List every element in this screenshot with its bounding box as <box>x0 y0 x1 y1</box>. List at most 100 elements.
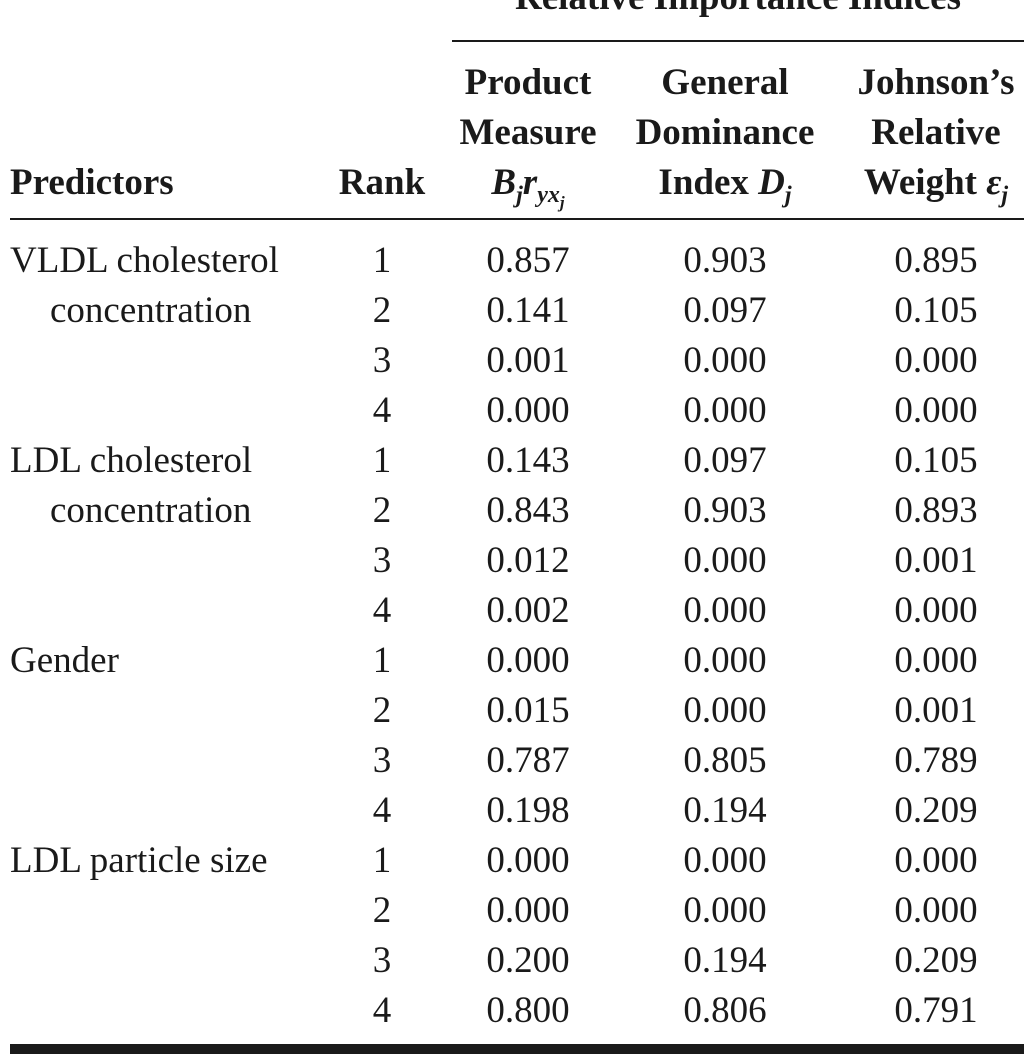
dominance-index-cell: 0.000 <box>683 690 767 731</box>
symbol-b: B <box>491 162 517 203</box>
product-measure-cell: 0.843 <box>486 490 570 531</box>
table-row: 2 0.015 0.000 0.001 <box>0 686 1034 736</box>
relative-weight-cell: 0.789 <box>894 740 978 781</box>
rank-cell: 4 <box>372 390 392 431</box>
relative-weight-cell: 0.000 <box>894 340 978 381</box>
rank-cell: 4 <box>372 790 392 831</box>
rank-cell: 3 <box>372 540 392 581</box>
header-johnson-relative-weight: Johnson’s Relative Weight εj <box>838 58 1034 220</box>
group-header-rule <box>452 40 1024 42</box>
header-product-measure: Product Measure Bjryxj <box>448 58 608 228</box>
dominance-index-cell: 0.000 <box>683 840 767 881</box>
relative-weight-cell: 0.791 <box>894 990 978 1031</box>
dominance-index-cell: 0.000 <box>683 340 767 381</box>
table-row: 4 0.000 0.000 0.000 <box>0 386 1034 436</box>
header-rank: Rank <box>338 162 426 203</box>
rank-cell: 3 <box>372 940 392 981</box>
predictor-cell: LDL particle size <box>10 840 268 881</box>
predictor-cell: concentration <box>50 290 252 331</box>
symbol-r-subscript-yx: yx <box>537 182 560 209</box>
product-measure-cell: 0.198 <box>486 790 570 831</box>
symbol-b-subscript: j <box>516 182 523 209</box>
rank-cell: 1 <box>372 640 392 681</box>
product-measure-cell: 0.000 <box>486 890 570 931</box>
header-johnson-line2: Relative <box>871 112 1001 153</box>
rank-cell: 4 <box>372 990 392 1031</box>
table-row: 4 0.800 0.806 0.791 <box>0 986 1034 1036</box>
rank-cell: 4 <box>372 590 392 631</box>
header-product-symbol: Bjryxj <box>448 158 608 228</box>
header-general-dominance: General Dominance Index Dj <box>622 58 828 220</box>
dominance-index-cell: 0.000 <box>683 890 767 931</box>
product-measure-cell: 0.015 <box>486 690 570 731</box>
table-row: 2 0.000 0.000 0.000 <box>0 886 1034 936</box>
rank-cell: 3 <box>372 340 392 381</box>
dominance-index-cell: 0.194 <box>683 790 767 831</box>
header-product-line2: Measure <box>459 112 597 153</box>
dominance-index-cell: 0.000 <box>683 640 767 681</box>
relative-weight-cell: 0.001 <box>894 540 978 581</box>
table-row: 3 0.787 0.805 0.789 <box>0 736 1034 786</box>
bottom-rule <box>10 1044 1024 1054</box>
relative-weight-cell: 0.000 <box>894 640 978 681</box>
symbol-r-subscript-j: j <box>559 193 565 213</box>
relative-weight-cell: 0.105 <box>894 440 978 481</box>
product-measure-cell: 0.787 <box>486 740 570 781</box>
relative-weight-cell: 0.209 <box>894 940 978 981</box>
predictor-cell: VLDL cholesterol <box>10 240 279 281</box>
product-measure-cell: 0.001 <box>486 340 570 381</box>
symbol-epsilon: ε <box>986 162 1002 203</box>
dominance-index-cell: 0.000 <box>683 590 767 631</box>
dominance-index-cell: 0.097 <box>683 290 767 331</box>
header-johnson-weight-label: Weight <box>863 162 987 203</box>
dominance-index-cell: 0.000 <box>683 390 767 431</box>
relative-weight-cell: 0.000 <box>894 390 978 431</box>
relative-weight-cell: 0.209 <box>894 790 978 831</box>
table-body: VLDL cholesterol 1 0.857 0.903 0.895 concentr… <box>0 236 1034 1036</box>
table-row: concentration 2 0.141 0.097 0.105 <box>0 286 1034 336</box>
table-row: LDL particle size 1 0.000 0.000 0.000 <box>0 836 1034 886</box>
rank-cell: 1 <box>372 240 392 281</box>
header-product-line1: Product <box>464 62 592 103</box>
product-measure-cell: 0.200 <box>486 940 570 981</box>
rank-cell: 1 <box>372 440 392 481</box>
table-row: concentration 2 0.843 0.903 0.893 <box>0 486 1034 536</box>
header-johnson-line3: Weight εj <box>838 158 1034 220</box>
symbol-r: r <box>522 162 538 203</box>
header-predictors: Predictors <box>10 162 174 203</box>
product-measure-cell: 0.002 <box>486 590 570 631</box>
product-measure-cell: 0.000 <box>486 390 570 431</box>
rank-cell: 2 <box>372 890 392 931</box>
rank-cell: 3 <box>372 740 392 781</box>
rank-cell: 1 <box>372 840 392 881</box>
product-measure-cell: 0.857 <box>486 240 570 281</box>
product-measure-cell: 0.012 <box>486 540 570 581</box>
dominance-index-cell: 0.903 <box>683 240 767 281</box>
relative-weight-cell: 0.895 <box>894 240 978 281</box>
rank-cell: 2 <box>372 290 392 331</box>
rank-cell: 2 <box>372 690 392 731</box>
table-row: 4 0.198 0.194 0.209 <box>0 786 1034 836</box>
relative-weight-cell: 0.105 <box>894 290 978 331</box>
group-header: Relative Importance Indices <box>452 0 1024 18</box>
relative-weight-cell: 0.000 <box>894 840 978 881</box>
relative-weight-cell: 0.001 <box>894 690 978 731</box>
dominance-index-cell: 0.194 <box>683 940 767 981</box>
relative-weight-cell: 0.000 <box>894 890 978 931</box>
header-dominance-line1: General <box>661 62 789 103</box>
table-row: LDL cholesterol 1 0.143 0.097 0.105 <box>0 436 1034 486</box>
predictor-cell: Gender <box>10 640 119 681</box>
table-row: VLDL cholesterol 1 0.857 0.903 0.895 <box>0 236 1034 286</box>
product-measure-cell: 0.143 <box>486 440 570 481</box>
header-johnson-line1: Johnson’s <box>857 62 1015 103</box>
table-row: Gender 1 0.000 0.000 0.000 <box>0 636 1034 686</box>
header-dominance-index-label: Index <box>658 162 759 203</box>
header-dominance-line2: Dominance <box>635 112 815 153</box>
dominance-index-cell: 0.097 <box>683 440 767 481</box>
dominance-index-cell: 0.903 <box>683 490 767 531</box>
header-dominance-line3: Index Dj <box>622 158 828 220</box>
dominance-index-cell: 0.000 <box>683 540 767 581</box>
predictor-cell: LDL cholesterol <box>10 440 253 481</box>
header-rule <box>10 218 1024 220</box>
